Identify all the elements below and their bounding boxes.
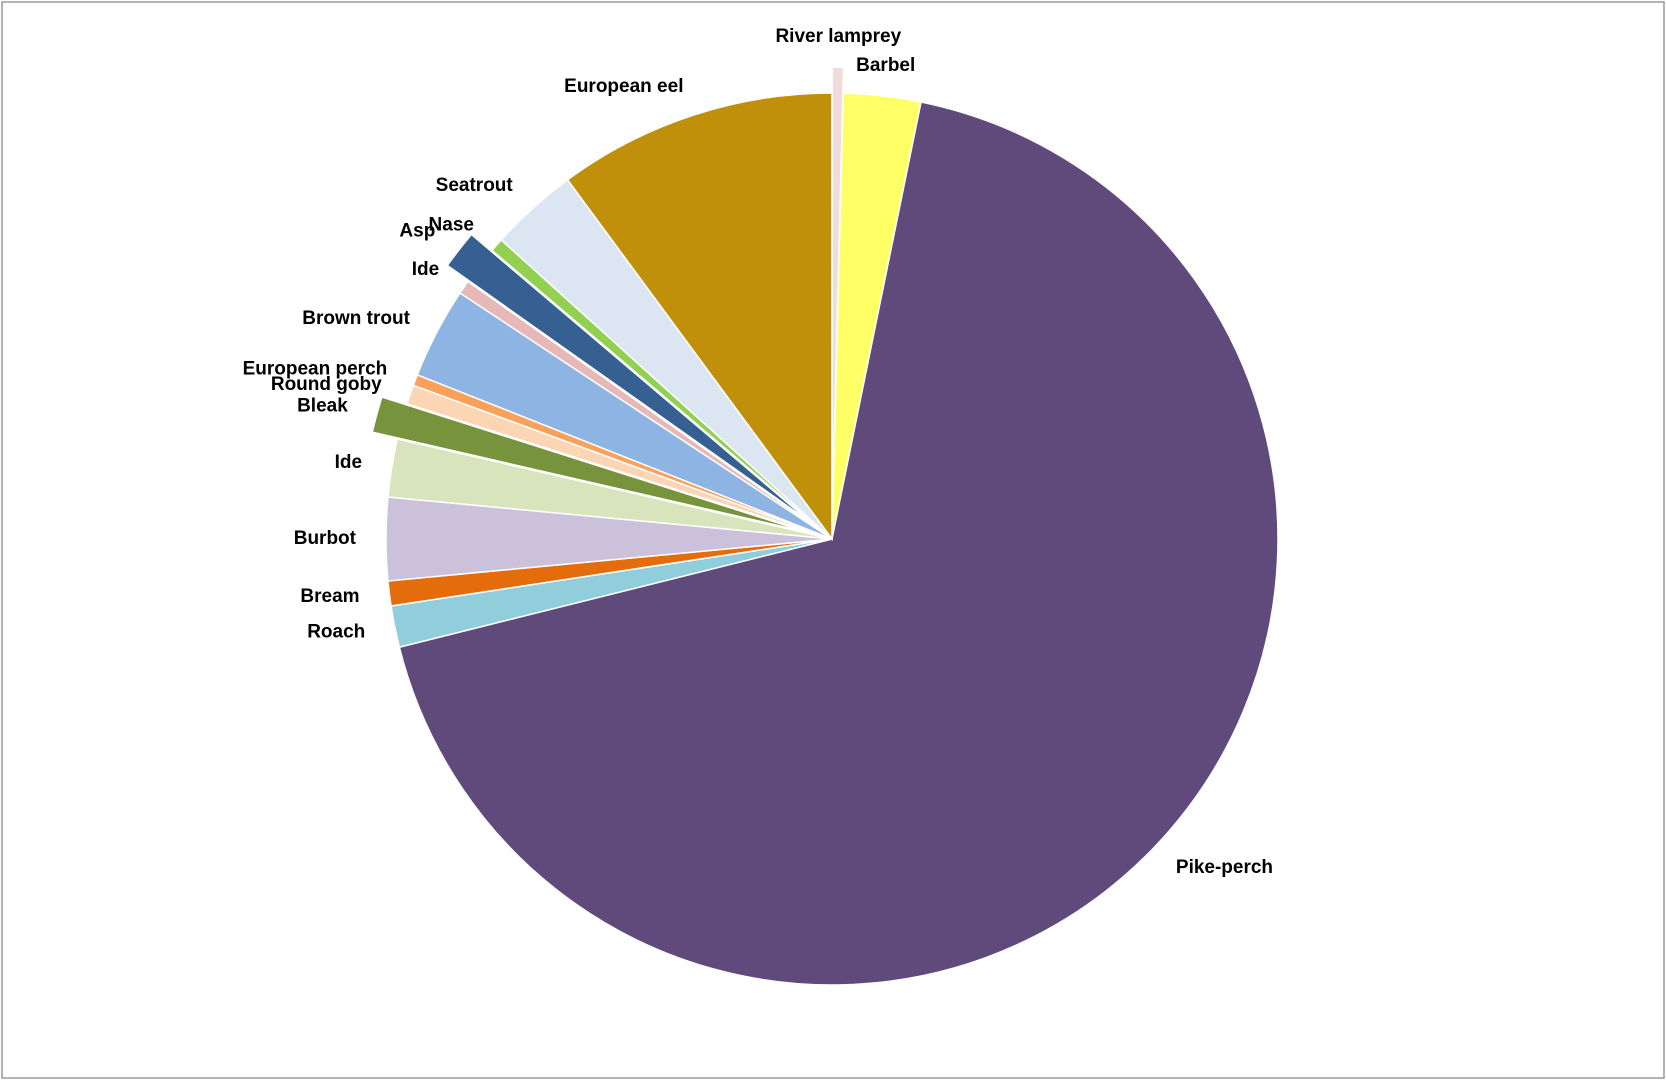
pie-slice <box>387 438 833 540</box>
slice-label: Barbel <box>856 55 915 76</box>
slice-label: Bream <box>300 586 359 607</box>
slice-label: Roach <box>307 622 365 643</box>
pie-slice <box>371 396 808 533</box>
pie-slice <box>446 233 812 524</box>
slice-label: River lamprey <box>775 26 901 47</box>
slice-label: Round goby <box>271 374 382 395</box>
slice-label: European eel <box>564 76 683 97</box>
pie-slice <box>566 92 833 542</box>
pie-slice <box>398 101 1279 986</box>
slice-label: Bleak <box>297 396 348 417</box>
slice-label: Asp <box>399 220 435 241</box>
slice-label: Pike-perch <box>1176 857 1273 878</box>
slice-label: Seatrout <box>436 175 514 196</box>
slice-label: European perch <box>243 358 388 379</box>
slice-label: Burbot <box>294 528 357 549</box>
slice-label: Nase <box>429 214 474 235</box>
slice-label: Ide <box>412 259 439 280</box>
pie-slice <box>458 280 833 540</box>
slice-label: Ide <box>335 452 362 473</box>
slice-label: Brown trout <box>302 308 410 329</box>
